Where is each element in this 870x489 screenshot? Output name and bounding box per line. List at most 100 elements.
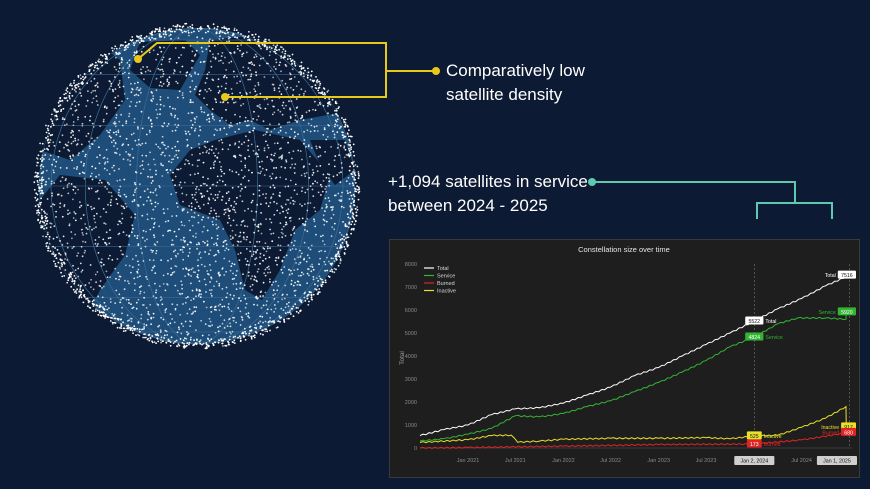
- satellite-dot: [185, 268, 188, 270]
- satellite-dot: [279, 222, 282, 225]
- satellite-dot: [350, 232, 352, 235]
- satellite-dot: [101, 296, 104, 299]
- satellite-dot: [94, 273, 97, 276]
- satellite-dot: [71, 84, 73, 87]
- satellite-dot: [258, 44, 260, 47]
- satellite-dot: [357, 186, 360, 189]
- satellite-dot: [272, 184, 275, 187]
- satellite-dot: [51, 194, 54, 197]
- satellite-dot: [289, 73, 292, 76]
- satellite-dot: [279, 320, 281, 323]
- satellite-dot: [257, 226, 260, 229]
- satellite-dot: [304, 300, 307, 302]
- satellite-dot: [217, 326, 219, 329]
- satellite-dot: [247, 139, 250, 142]
- value-tag-text: 680: [844, 430, 853, 436]
- satellite-dot: [188, 219, 191, 222]
- satellite-dot: [222, 101, 225, 103]
- satellite-dot: [306, 297, 309, 300]
- satellite-dot: [247, 207, 250, 210]
- satellite-dot: [144, 240, 146, 242]
- satellite-dot: [163, 212, 166, 215]
- satellite-dot: [143, 37, 146, 39]
- satellite-dot: [159, 299, 162, 302]
- satellite-dot: [98, 58, 100, 61]
- satellite-dot: [267, 265, 270, 268]
- satellite-dot: [217, 152, 220, 155]
- satellite-dot: [88, 65, 90, 68]
- satellite-dot: [227, 101, 229, 104]
- satellite-dot: [252, 150, 255, 152]
- satellite-dot: [148, 313, 151, 316]
- satellite-dot: [211, 113, 214, 115]
- satellite-dot: [189, 86, 192, 88]
- satellite-dot: [93, 207, 95, 210]
- satellite-dot: [182, 200, 184, 203]
- satellite-dot: [248, 264, 250, 266]
- satellite-dot: [209, 320, 212, 323]
- satellite-dot: [122, 44, 124, 47]
- satellite-dot: [154, 244, 157, 247]
- satellite-dot: [256, 153, 259, 156]
- satellite-dot: [133, 82, 136, 85]
- satellite-dot: [239, 231, 242, 234]
- satellite-dot: [41, 160, 43, 163]
- satellite-dot: [101, 311, 104, 314]
- satellite-dot: [77, 118, 79, 121]
- satellite-dot: [181, 287, 184, 290]
- density-callout-line2: satellite density: [446, 85, 563, 104]
- satellite-dot: [290, 234, 292, 236]
- satellite-dot: [319, 257, 321, 260]
- satellite-dot: [94, 89, 97, 92]
- satellite-dot: [264, 320, 267, 323]
- satellite-dot: [208, 120, 211, 123]
- satellite-dot: [53, 203, 56, 206]
- satellite-dot: [259, 295, 262, 298]
- satellite-dot: [199, 192, 202, 195]
- satellite-dot: [55, 216, 57, 218]
- satellite-dot: [208, 117, 211, 120]
- satellite-dot: [149, 191, 152, 194]
- satellite-dot: [159, 339, 162, 341]
- satellite-dot: [165, 330, 168, 333]
- satellite-dot: [60, 108, 63, 111]
- satellite-dot: [245, 313, 248, 315]
- satellite-dot: [228, 217, 231, 220]
- satellite-dot: [174, 145, 177, 148]
- satellite-dot: [353, 199, 356, 202]
- satellite-dot: [246, 225, 249, 228]
- satellite-dot: [230, 310, 233, 312]
- satellite-dot: [229, 36, 231, 39]
- satellite-dot: [131, 88, 134, 91]
- satellite-dot: [152, 49, 155, 52]
- satellite-dot: [199, 256, 202, 259]
- satellite-dot: [221, 342, 224, 345]
- satellite-dot: [306, 218, 309, 220]
- satellite-dot: [287, 141, 289, 144]
- satellite-dot: [225, 76, 228, 79]
- satellite-dot: [206, 270, 209, 272]
- satellite-dot: [200, 319, 203, 322]
- satellite-dot: [244, 120, 247, 123]
- satellite-dot: [195, 329, 197, 331]
- satellite-dot: [96, 86, 99, 88]
- satellite-dot: [249, 330, 251, 332]
- satellite-dot: [156, 337, 159, 340]
- satellite-dot: [206, 77, 208, 80]
- satellite-dot: [300, 72, 303, 74]
- satellite-dot: [197, 269, 200, 272]
- satellite-dot: [167, 145, 170, 148]
- satellite-dot: [260, 203, 262, 206]
- satellite-dot: [110, 136, 112, 139]
- satellite-dot: [312, 268, 315, 271]
- satellite-dot: [250, 143, 253, 146]
- satellite-dot: [252, 253, 255, 256]
- satellite-dot: [253, 36, 256, 39]
- satellite-dot: [164, 220, 167, 223]
- satellite-dot: [118, 168, 120, 170]
- satellite-dot: [253, 219, 255, 222]
- satellite-dot: [308, 257, 311, 259]
- satellite-dot: [82, 240, 84, 243]
- satellite-dot: [229, 51, 232, 54]
